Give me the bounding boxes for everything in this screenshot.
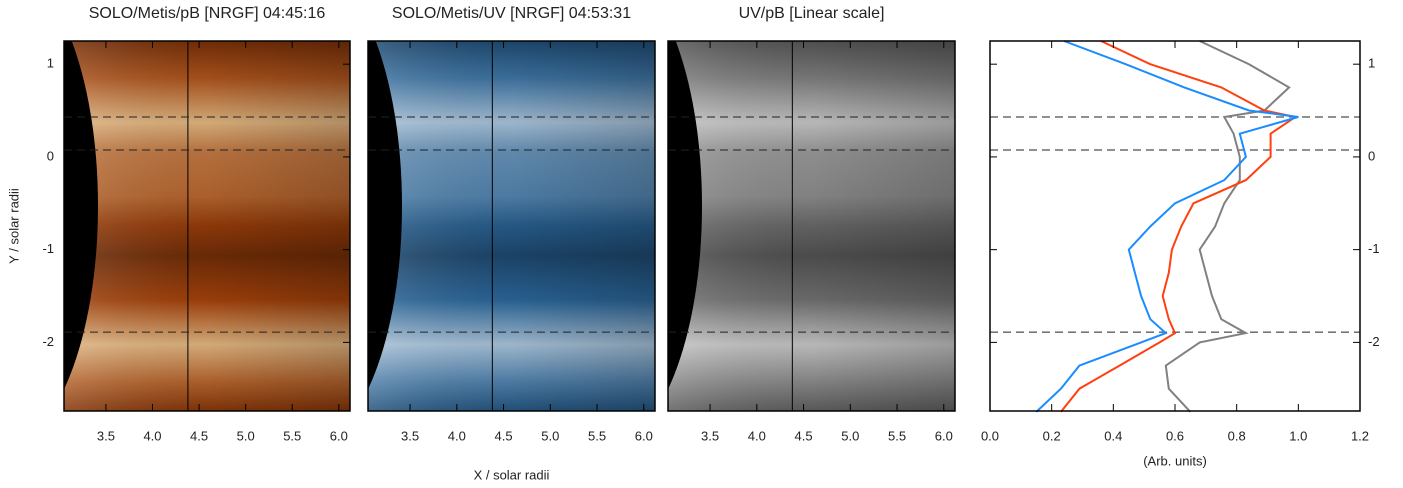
x-tick-label: 3.5: [401, 428, 419, 443]
x-axis-label: (Arb. units): [1143, 453, 1207, 468]
x-tick-label: 5.5: [283, 428, 301, 443]
frame: [667, 40, 956, 412]
x-tick-label: 4.5: [795, 428, 813, 443]
x-tick-label: 6.0: [330, 428, 348, 443]
x-tick-label: 5.0: [237, 428, 255, 443]
x-tick-label: 5.0: [541, 428, 559, 443]
x-tick-label: 3.5: [97, 428, 115, 443]
profile-line: [1060, 40, 1298, 413]
x-tick-label: 4.0: [448, 428, 466, 443]
image-shade: [668, 41, 955, 411]
x-tick-label: 4.0: [748, 428, 766, 443]
x-tick-label: 6.0: [635, 428, 653, 443]
frame: [989, 40, 1361, 412]
y-tick-label: 1: [47, 56, 54, 71]
x-axis-label: X / solar radii: [474, 467, 550, 482]
y-axis-label: Y / solar radii: [6, 188, 21, 264]
y-tick-label: 0: [47, 148, 54, 163]
y-tick-label: 0: [1368, 148, 1375, 163]
occulter: [668, 41, 702, 390]
x-tick-label: 0.0: [981, 428, 999, 443]
panel-title: SOLO/Metis/pB [NRGF] 04:45:16: [89, 5, 326, 22]
x-tick-label: 0.8: [1228, 428, 1246, 443]
frame: [367, 40, 656, 412]
occulter: [64, 41, 98, 390]
x-tick-label: 0.6: [1166, 428, 1184, 443]
panel-title: UV/pB [Linear scale]: [739, 5, 885, 22]
x-tick-label: 5.5: [588, 428, 606, 443]
profile-line: [1164, 40, 1291, 413]
y-tick-label: 1: [1368, 56, 1375, 71]
occulter: [368, 41, 402, 390]
y-tick-label: -2: [42, 334, 54, 349]
image-shade: [64, 41, 350, 411]
y-tick-label: -2: [1368, 334, 1380, 349]
x-tick-label: 1.0: [1289, 428, 1307, 443]
frame: [63, 40, 351, 412]
x-tick-label: 0.2: [1043, 428, 1061, 443]
x-tick-label: 3.5: [701, 428, 719, 443]
y-tick-label: -1: [42, 241, 54, 256]
x-tick-label: 5.5: [888, 428, 906, 443]
x-tick-label: 4.0: [143, 428, 161, 443]
x-tick-label: 4.5: [190, 428, 208, 443]
x-tick-label: 5.0: [841, 428, 859, 443]
profile-line: [1035, 40, 1299, 413]
x-tick-label: 4.5: [495, 428, 513, 443]
x-tick-label: 1.2: [1351, 428, 1369, 443]
x-tick-label: 6.0: [935, 428, 953, 443]
panel-title: SOLO/Metis/UV [NRGF] 04:53:31: [392, 5, 631, 22]
y-tick-label: -1: [1368, 241, 1380, 256]
x-tick-label: 0.4: [1104, 428, 1122, 443]
image-shade: [368, 41, 655, 411]
